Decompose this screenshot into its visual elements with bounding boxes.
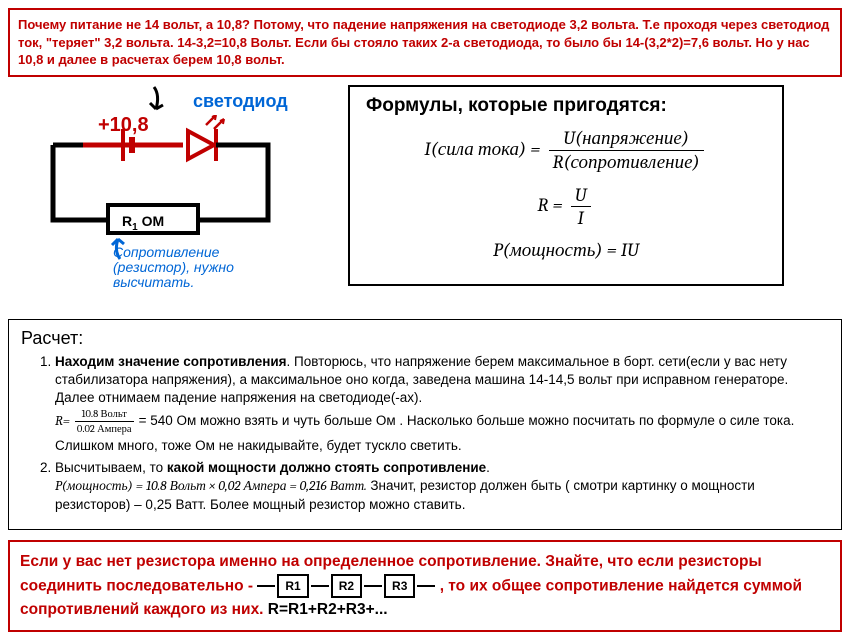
calc-title: Расчет: [21,328,829,349]
r-chip-3: R3 [384,574,415,599]
r1-prefix: R [122,213,132,229]
calc-item-2: Высчитываем, то какой мощности должно ст… [55,459,829,515]
f2-lhs: R = [537,194,566,216]
formula-2: R = U I [366,184,766,229]
resistor-label: R1 ОМ [122,213,164,233]
calc1-eq-rhs: = 540 Ом можно взять и чуть больше Ом . … [55,413,794,453]
note-l1: Сопротивление [113,244,219,260]
f2-num: U [571,184,591,207]
r-chip-2: R2 [331,574,362,599]
bottom-note-box: Если у вас нет резистора именно на опред… [8,540,842,633]
formula-3: P(мощность) = IU [366,239,766,262]
calc2-post: . [486,460,490,475]
formulas-box: Формулы, которые пригодятся: I(сила тока… [348,85,784,286]
f2-den: I [571,207,591,229]
r1-suffix: ОМ [138,213,164,229]
calc-box: Расчет: Находим значение сопротивления. … [8,319,842,530]
calc1-frac: 10.8 Вольт0.02 Ампера [75,407,134,436]
circuit-diagram: светодиод +10,8 R1 ОМ [8,85,328,305]
f1-lhs: I(сила тока) = [424,138,544,160]
note-l3: высчитать. [113,274,194,290]
f1-num: U(напряжение) [549,127,704,151]
calc1-eq-lhs: R= [55,414,73,429]
calc1-eq: R= 10.8 Вольт0.02 Ампера [55,414,139,429]
calc1-den: 0.02 Ампера [75,422,134,436]
note-l2: (резистор), нужно [113,259,234,275]
f1-fraction: U(напряжение) R(сопротивление) [549,127,704,174]
calc2-bold: какой мощности должно стоять сопротивлен… [167,460,486,475]
calc1-num: 10.8 Вольт [75,407,134,422]
f2-fraction: U I [571,184,591,229]
wire-icon [364,585,382,587]
bottom-formula: R=R1+R2+R3+... [268,601,388,618]
led-label: светодиод [193,91,288,112]
top-explanation-box: Почему питание не 14 вольт, а 10,8? Пото… [8,8,842,77]
f1-den: R(сопротивление) [549,151,704,174]
resistor-note: Сопротивление (резистор), нужно высчитат… [113,245,234,291]
calc2-pre: Высчитываем, то [55,460,167,475]
top-explanation-text: Почему питание не 14 вольт, а 10,8? Пото… [18,17,829,67]
calc-item-1: Находим значение сопротивления. Повторюс… [55,353,829,455]
mid-section: светодиод +10,8 R1 ОМ [8,85,842,305]
wire-icon [257,585,275,587]
wire-icon [417,585,435,587]
calc1-lead: Находим значение сопротивления [55,354,287,369]
formula-1: I(сила тока) = U(напряжение) R(сопротивл… [366,127,766,174]
formulas-title: Формулы, которые пригодятся: [366,95,766,117]
calc-list: Находим значение сопротивления. Повторюс… [21,353,829,515]
calc2-eq: P(мощность) = 10.8 Вольт × 0,02 Ампера =… [55,479,367,494]
r-chip-1: R1 [277,574,308,599]
wire-icon [311,585,329,587]
